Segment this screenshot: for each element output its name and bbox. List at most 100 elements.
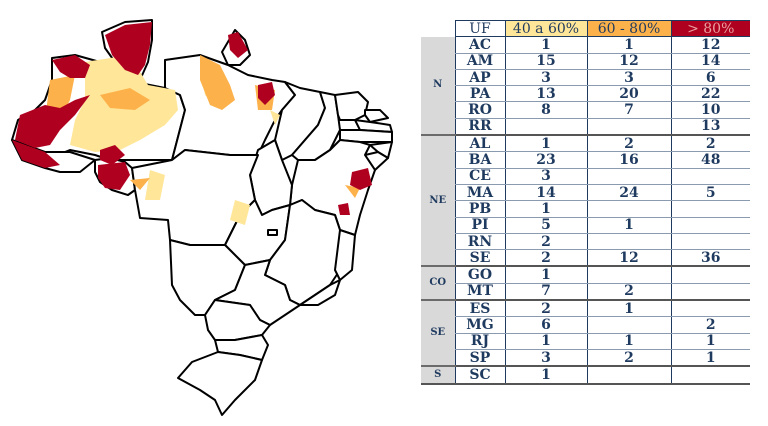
header-uf: UF: [454, 19, 506, 38]
state-code: MT: [454, 283, 506, 302]
value-80-plus: [670, 366, 750, 385]
value-60-80: 2: [586, 349, 671, 368]
value-40-60: 7: [505, 283, 587, 302]
value-80-plus: 14: [670, 53, 750, 70]
value-60-80: [586, 266, 671, 284]
state-ce: [334, 91, 369, 121]
value-60-80: 7: [586, 101, 671, 119]
value-60-80: 12: [586, 249, 671, 268]
value-40-60: 14: [505, 184, 587, 202]
table-row: BA 23 16 48: [421, 151, 750, 169]
header-60-80: 60 - 80%: [586, 19, 671, 38]
choropleth-areas-80-plus: [12, 22, 372, 215]
value-80-plus: [670, 266, 750, 284]
value-80-plus: 1: [670, 333, 750, 350]
region-label: S: [421, 366, 455, 385]
value-60-80: 12: [586, 53, 671, 70]
state-code: PA: [454, 85, 506, 103]
table-row: NE AL 1 2 2: [421, 135, 750, 268]
state-code: SC: [454, 366, 506, 385]
value-60-80: 20: [586, 85, 671, 103]
value-60-80: 2: [586, 135, 671, 153]
value-40-60: 1: [505, 366, 587, 385]
state-rs: [177, 351, 263, 416]
value-80-plus: 13: [670, 118, 750, 137]
region-label: CO: [421, 266, 455, 302]
state-rj: [299, 279, 341, 306]
table-row: SP 3 2 1: [421, 349, 750, 368]
table-row: PA 13 20 22: [421, 85, 750, 103]
value-80-plus: [670, 217, 750, 234]
value-40-60: 1: [505, 135, 587, 153]
value-80-plus: [670, 168, 750, 185]
state-code: CE: [454, 168, 506, 185]
header-blank: [421, 21, 455, 37]
value-40-60: 2: [505, 233, 587, 251]
value-60-80: 1: [586, 217, 671, 234]
region-label: N: [421, 36, 455, 137]
value-80-plus: 2: [670, 135, 750, 153]
value-60-80: 24: [586, 184, 671, 202]
value-60-80: 1: [586, 300, 671, 318]
value-40-60: 3: [505, 168, 587, 185]
region-label: SE: [421, 300, 455, 368]
state-code: GO: [454, 266, 506, 284]
value-60-80: [586, 316, 671, 334]
table-row: AM 15 12 14: [421, 53, 750, 70]
state-code: RR: [454, 118, 506, 137]
state-code: ES: [454, 300, 506, 318]
value-40-60: 2: [505, 249, 587, 268]
value-80-plus: [670, 233, 750, 251]
table-row: N AC 1 1 12: [421, 36, 750, 137]
value-40-60: 8: [505, 101, 587, 119]
value-60-80: [586, 366, 671, 385]
state-pr: [204, 299, 271, 341]
table-row: PI 5 1: [421, 217, 750, 234]
table-row: RN 2: [421, 233, 750, 251]
state-code: BA: [454, 151, 506, 169]
state-code: AP: [454, 69, 506, 87]
state-code: SE: [454, 249, 506, 268]
state-df: [267, 229, 278, 236]
table-row: AP 3 3 6: [421, 69, 750, 87]
state-code: AM: [454, 53, 506, 70]
table-row: MG 6 2: [421, 316, 750, 334]
state-code: RJ: [454, 333, 506, 350]
value-40-60: 2: [505, 300, 587, 318]
value-40-60: 6: [505, 316, 587, 334]
value-60-80: 2: [586, 283, 671, 302]
state-code: RO: [454, 101, 506, 119]
state-pb: [354, 119, 393, 133]
value-60-80: [586, 168, 671, 185]
value-60-80: [586, 200, 671, 218]
value-80-plus: 6: [670, 69, 750, 87]
state-rn: [364, 109, 389, 123]
value-80-plus: 5: [670, 184, 750, 202]
value-40-60: 13: [505, 85, 587, 103]
table-row: CE 3: [421, 168, 750, 185]
value-80-plus: 2: [670, 316, 750, 334]
value-60-80: 1: [586, 36, 671, 54]
occupancy-table: UF 40 a 60% 60 - 80% > 80% N AC 1 1 12 AM 15 12…: [421, 19, 750, 385]
state-code: AL: [454, 135, 506, 153]
brazil-choropleth-map: [11, 19, 393, 416]
value-80-plus: [670, 300, 750, 318]
value-40-60: 1: [505, 200, 587, 218]
value-80-plus: 36: [670, 249, 750, 268]
table-row: S SC 1: [421, 366, 750, 385]
value-40-60: 5: [505, 217, 587, 234]
value-40-60: 3: [505, 69, 587, 87]
state-code: RN: [454, 233, 506, 251]
value-40-60: 23: [505, 151, 587, 169]
value-80-plus: 10: [670, 101, 750, 119]
state-code: AC: [454, 36, 506, 54]
value-80-plus: 22: [670, 85, 750, 103]
value-60-80: 3: [586, 69, 671, 87]
table-body: N AC 1 1 12 AM 15 12 14 AP 3 3 6 PA 13 20 22 RO 8 7 10 RR 13 NE…: [421, 36, 750, 385]
table-row: MA 14 24 5: [421, 184, 750, 202]
value-40-60: 15: [505, 53, 587, 70]
value-80-plus: 48: [670, 151, 750, 169]
value-40-60: [505, 118, 587, 137]
state-code: MA: [454, 184, 506, 202]
value-80-plus: 12: [670, 36, 750, 54]
